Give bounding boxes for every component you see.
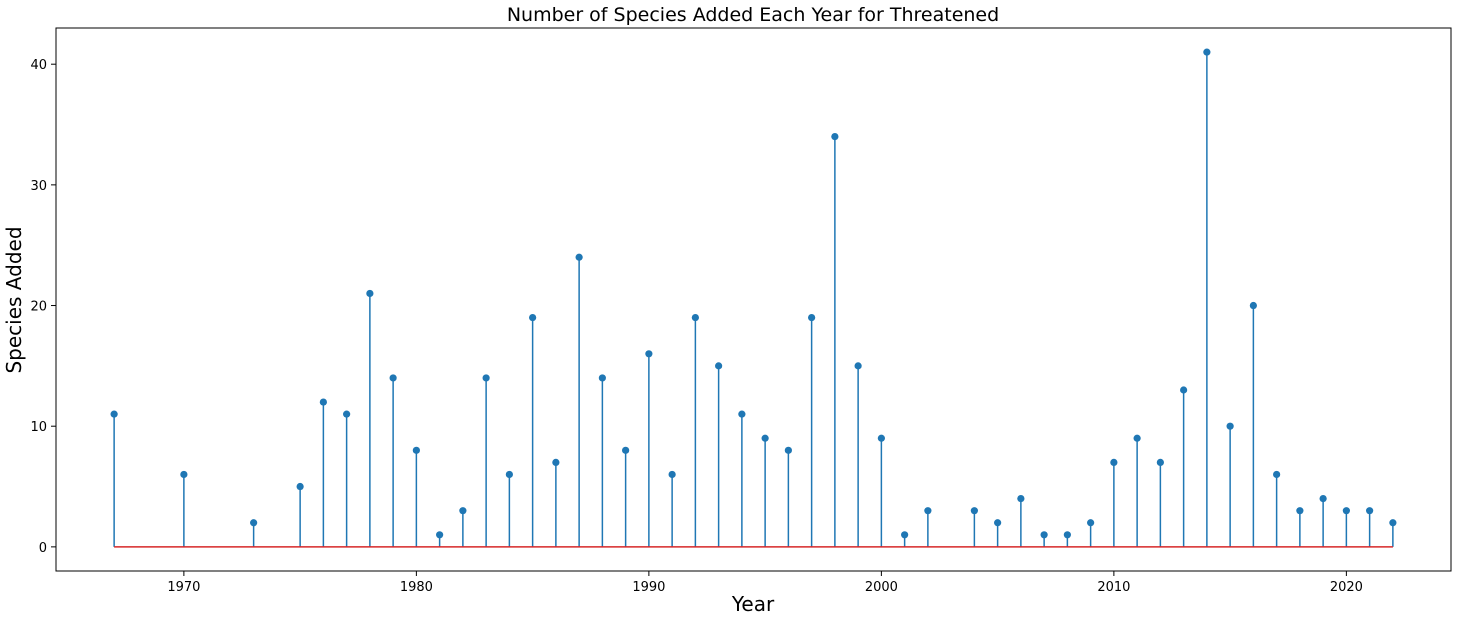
y-axis-label: Species Added xyxy=(2,226,26,373)
stem-marker xyxy=(1017,495,1025,503)
x-tick-label: 1970 xyxy=(167,580,200,595)
x-tick-label: 2010 xyxy=(1097,580,1130,595)
y-axis-ticks: 0 10 20 30 40 xyxy=(30,58,56,556)
stem-marker xyxy=(738,410,746,418)
x-axis-label: Year xyxy=(731,592,775,616)
y-tick-label: 40 xyxy=(30,58,47,73)
stem-marker xyxy=(1249,301,1257,310)
stem-marker xyxy=(924,507,932,515)
stem-marker xyxy=(1110,458,1118,466)
stem-marker xyxy=(970,507,978,515)
stem-marker xyxy=(1273,470,1281,479)
stem-marker xyxy=(529,314,537,322)
stem-series xyxy=(110,48,1397,548)
stem-marker xyxy=(1226,422,1234,430)
stem-marker xyxy=(505,470,513,479)
stem-marker xyxy=(761,434,769,442)
stem-marker xyxy=(250,519,258,527)
stem-marker xyxy=(831,133,839,141)
x-tick-label: 2020 xyxy=(1330,580,1363,595)
stem-marker xyxy=(1389,519,1397,527)
stem-marker xyxy=(668,470,676,479)
plot-area xyxy=(55,27,1452,572)
stem-marker xyxy=(1040,531,1048,539)
stem-marker xyxy=(459,507,467,515)
stem-marker xyxy=(436,531,444,539)
chart-title: Number of Species Added Each Year for Th… xyxy=(507,4,999,26)
stem-marker xyxy=(1296,507,1304,515)
stem-marker xyxy=(1342,507,1350,515)
stem-marker xyxy=(1366,507,1374,515)
stem-marker xyxy=(1156,458,1164,466)
stem-marker xyxy=(994,519,1002,527)
stem-marker xyxy=(691,314,699,322)
stem-marker xyxy=(389,374,397,382)
stem-marker xyxy=(901,531,909,539)
stem-marker xyxy=(622,446,630,454)
stem-marker xyxy=(482,374,490,382)
stem-marker xyxy=(343,410,351,418)
stem-marker xyxy=(180,470,188,479)
y-tick-label: 0 xyxy=(39,541,47,556)
stem-marker xyxy=(1319,495,1327,503)
stem-marker xyxy=(784,446,792,454)
stem-marker xyxy=(1087,519,1095,527)
x-tick-label: 1990 xyxy=(632,580,665,595)
stem-marker xyxy=(808,314,816,322)
stem-marker xyxy=(552,458,560,466)
y-tick-label: 20 xyxy=(30,300,47,315)
stem-marker xyxy=(1063,531,1071,539)
stem-marker xyxy=(296,482,304,491)
x-axis-ticks: 1970 1980 1990 2000 2010 2020 xyxy=(167,571,1363,595)
stem-marker xyxy=(1133,434,1141,442)
stem-marker xyxy=(645,350,653,358)
stem-marker xyxy=(877,434,885,442)
stem-marker xyxy=(575,253,583,261)
stem-marker xyxy=(854,362,862,370)
x-tick-label: 1980 xyxy=(400,580,433,595)
y-tick-label: 10 xyxy=(30,420,47,435)
stem-marker xyxy=(1203,48,1211,56)
y-tick-label: 30 xyxy=(30,179,47,194)
stem-marker xyxy=(319,398,327,406)
stem-marker xyxy=(110,410,118,418)
stem-marker xyxy=(1180,386,1188,394)
stem-marker xyxy=(598,374,606,382)
x-tick-label: 2000 xyxy=(865,580,898,595)
stem-marker xyxy=(715,362,723,370)
stem-marker xyxy=(412,446,420,454)
stem-marker xyxy=(366,289,374,298)
